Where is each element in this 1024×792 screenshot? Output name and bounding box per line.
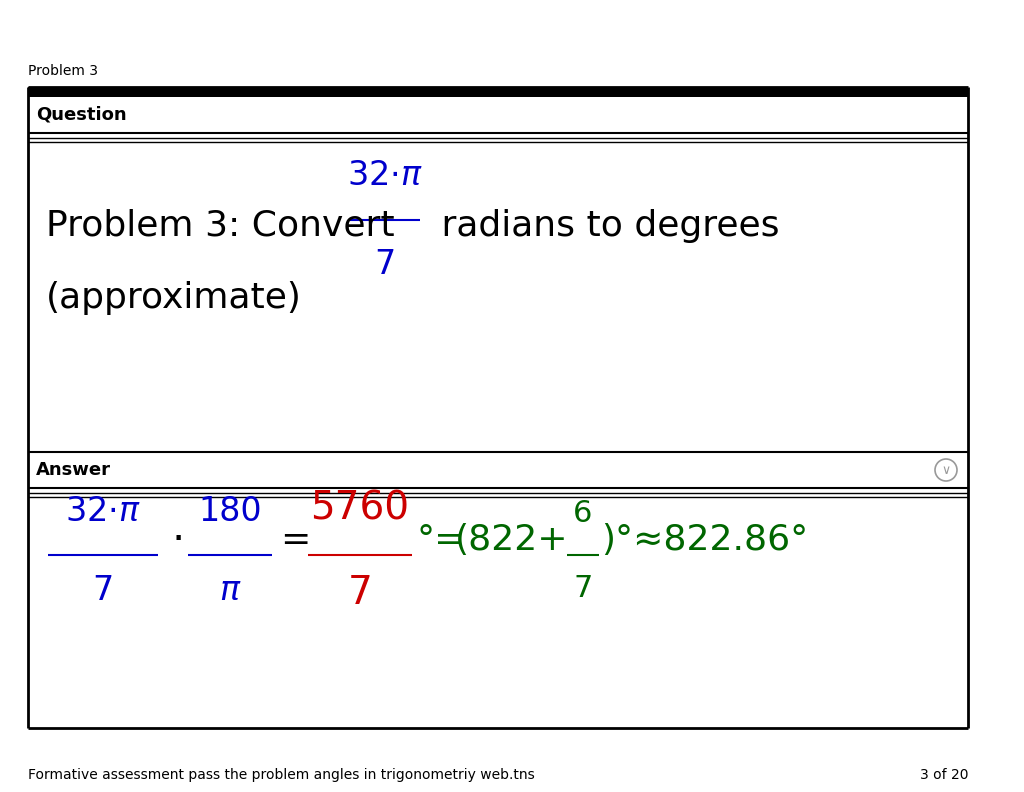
Bar	[28, 497, 968, 728]
Bar	[28, 97, 968, 133]
Text: 5760: 5760	[310, 490, 410, 528]
Text: ·: ·	[171, 519, 184, 561]
Text: =: =	[280, 523, 310, 557]
Text: (822+: (822+	[455, 523, 568, 557]
Text: 7: 7	[347, 574, 373, 612]
Text: $32{\cdot}\pi$: $32{\cdot}\pi$	[66, 495, 141, 528]
Bar	[28, 142, 968, 452]
Text: $\pi$: $\pi$	[219, 574, 242, 607]
Text: (approximate): (approximate)	[46, 281, 302, 315]
Text: Formative assessment pass the problem angles in trigonometriy web.tns: Formative assessment pass the problem an…	[28, 768, 535, 782]
Text: 180: 180	[199, 495, 262, 528]
Text: °=: °=	[417, 523, 466, 557]
Text: Problem 3: Convert: Problem 3: Convert	[46, 209, 394, 243]
Bar	[28, 452, 968, 488]
Text: 6: 6	[573, 499, 593, 528]
Text: 7: 7	[573, 574, 593, 603]
Text: radians to degrees: radians to degrees	[430, 209, 779, 243]
Text: Answer: Answer	[36, 461, 111, 479]
Text: )°≈822.86°: )°≈822.86°	[601, 523, 808, 557]
Text: ∨: ∨	[941, 464, 950, 478]
Text: Problem 3: Problem 3	[28, 64, 98, 78]
Text: 3 of 20: 3 of 20	[920, 768, 968, 782]
Bar	[28, 87, 968, 97]
Text: 7: 7	[92, 574, 114, 607]
Text: 7: 7	[375, 248, 395, 281]
Text: $32{\cdot}\pi$: $32{\cdot}\pi$	[347, 159, 423, 192]
Text: Question: Question	[36, 106, 127, 124]
